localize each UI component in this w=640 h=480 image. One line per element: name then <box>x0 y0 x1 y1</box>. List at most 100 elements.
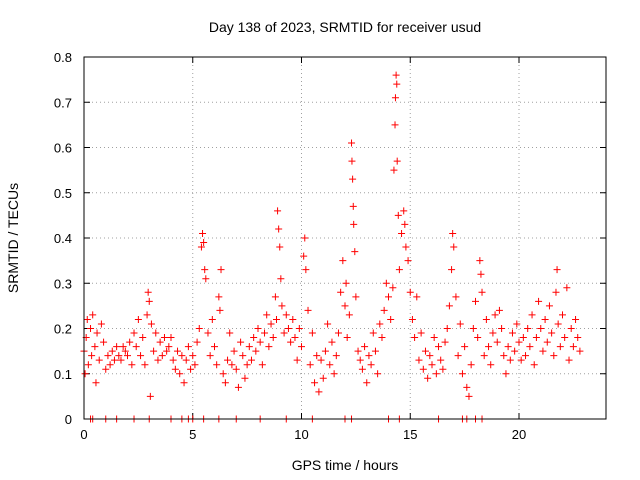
x-axis-label: GPS time / hours <box>292 457 399 473</box>
data-point <box>332 352 340 360</box>
data-point <box>401 220 409 228</box>
data-point <box>352 293 360 301</box>
data-point <box>110 356 118 364</box>
data-point <box>304 306 312 314</box>
x-tick-label: 0 <box>80 427 87 442</box>
data-point <box>449 229 457 237</box>
data-point <box>382 279 390 287</box>
data-point <box>311 379 319 387</box>
data-point <box>476 257 484 265</box>
data-point <box>171 365 179 373</box>
data-point <box>139 334 147 342</box>
data-point <box>256 338 264 346</box>
data-point <box>554 320 562 328</box>
data-point <box>461 343 469 351</box>
data-point <box>187 365 195 373</box>
data-point <box>275 225 283 233</box>
data-point <box>88 352 96 360</box>
data-point <box>541 315 549 323</box>
y-tick-label: 0.7 <box>54 95 72 110</box>
data-point <box>504 343 512 351</box>
data-point <box>224 356 232 364</box>
data-point <box>351 248 359 256</box>
data-point <box>349 175 357 183</box>
data-point <box>506 356 514 364</box>
data-point <box>124 352 131 360</box>
data-point <box>465 392 473 400</box>
data-point <box>371 347 379 355</box>
data-point <box>106 361 114 369</box>
data-point <box>324 320 332 328</box>
data-point <box>108 347 116 355</box>
data-point <box>380 306 388 314</box>
data-point <box>432 370 440 378</box>
data-point <box>219 370 227 378</box>
data-point <box>221 379 229 387</box>
data-point <box>93 329 101 337</box>
data-point <box>334 329 342 337</box>
data-point <box>443 325 451 332</box>
data-point <box>493 338 501 346</box>
data-point <box>467 361 475 369</box>
data-point <box>524 325 532 332</box>
y-tick-label: 0.4 <box>54 231 72 246</box>
data-point <box>485 343 493 351</box>
data-point <box>301 234 309 242</box>
data-point <box>243 361 251 369</box>
y-tick-label: 0.1 <box>54 367 72 382</box>
data-point <box>199 229 207 237</box>
data-point <box>535 297 543 305</box>
grid-lines <box>83 56 606 420</box>
data-point <box>502 370 510 378</box>
data-point <box>500 352 508 360</box>
data-point <box>376 320 384 328</box>
data-point <box>349 202 357 210</box>
data-point <box>280 329 288 337</box>
data-point <box>91 343 99 351</box>
x-tick-label: 15 <box>403 427 417 442</box>
data-point <box>180 379 188 387</box>
data-point <box>258 361 266 369</box>
data-point <box>241 374 249 382</box>
data-point <box>293 356 301 364</box>
data-point <box>395 266 403 274</box>
data-point <box>406 288 414 296</box>
data-point <box>539 347 547 355</box>
data-point <box>402 243 410 251</box>
data-point <box>435 343 443 351</box>
data-point <box>358 365 366 373</box>
x-tick-label: 5 <box>189 427 196 442</box>
data-point <box>369 329 377 337</box>
data-point <box>315 388 323 396</box>
data-point <box>411 334 419 342</box>
data-point <box>284 325 292 332</box>
data-point <box>450 243 458 251</box>
data-point <box>553 266 561 274</box>
data-point <box>576 347 584 355</box>
data-point <box>206 352 214 360</box>
data-point <box>276 243 284 251</box>
data-points <box>80 71 584 423</box>
data-point <box>204 329 212 337</box>
data-point <box>271 293 279 301</box>
x-tick-label: 10 <box>294 427 308 442</box>
data-point <box>448 266 456 274</box>
data-point <box>472 297 479 305</box>
y-tick-label: 0.8 <box>54 50 72 65</box>
data-point <box>211 343 218 351</box>
data-point <box>390 166 398 174</box>
data-point <box>317 356 325 364</box>
data-point <box>141 361 149 369</box>
data-point <box>119 343 127 351</box>
data-point <box>269 334 277 342</box>
data-point <box>339 257 347 265</box>
data-point <box>154 356 162 364</box>
data-point <box>477 270 485 278</box>
x-tick-label: 20 <box>512 427 526 442</box>
data-point <box>408 315 416 323</box>
data-point <box>232 365 240 373</box>
data-point <box>217 266 225 274</box>
plot-area-frame <box>83 56 607 420</box>
data-point <box>84 361 92 369</box>
data-point <box>287 338 295 346</box>
